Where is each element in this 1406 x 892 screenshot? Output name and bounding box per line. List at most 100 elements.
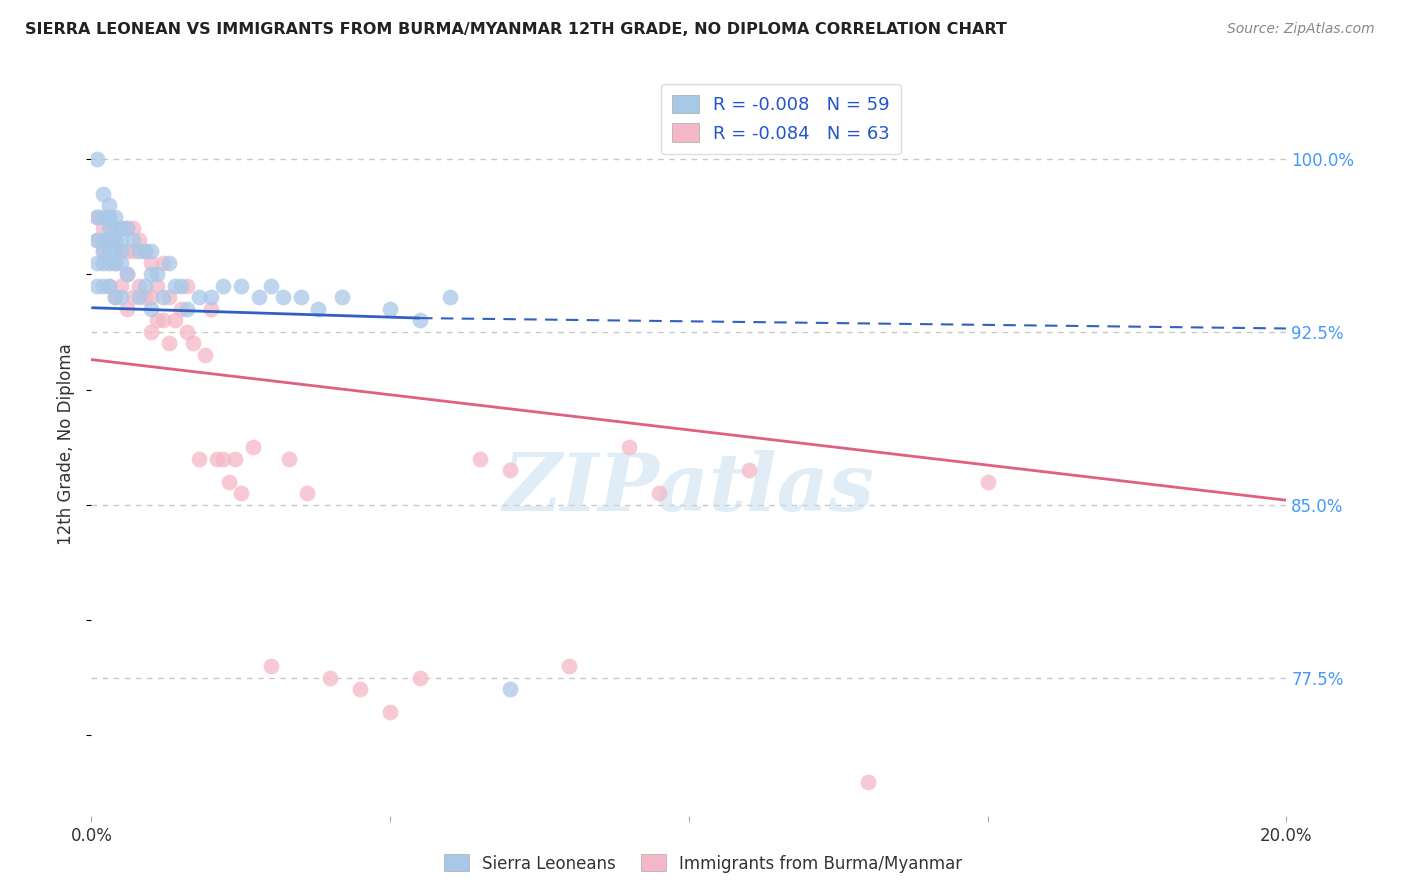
Point (163, 313, 186, 327)
Point (115, 221, 138, 235)
Point (141, 244, 163, 259)
Point (409, 313, 432, 327)
Point (110, 233, 132, 247)
Point (98, 278, 121, 293)
Point (141, 256, 163, 270)
Point (110, 290, 132, 304)
Point (110, 278, 132, 293)
Point (93, 244, 115, 259)
Point (93, 186, 115, 201)
Point (93, 278, 115, 293)
Point (277, 451, 299, 466)
Point (134, 290, 156, 304)
Point (737, 463, 759, 477)
Point (170, 278, 193, 293)
Point (218, 475, 240, 489)
Legend: Sierra Leoneans, Immigrants from Burma/Myanmar: Sierra Leoneans, Immigrants from Burma/M… (437, 847, 969, 880)
Point (499, 463, 522, 477)
Point (157, 336, 180, 351)
Point (128, 290, 150, 304)
Point (93, 221, 115, 235)
Point (134, 244, 156, 259)
Point (648, 486, 671, 500)
Point (858, 774, 880, 789)
Point (98, 233, 121, 247)
Point (104, 290, 127, 304)
Text: Source: ZipAtlas.com: Source: ZipAtlas.com (1227, 22, 1375, 37)
Point (157, 256, 180, 270)
Point (229, 278, 252, 293)
Point (98, 210, 121, 224)
Point (86, 233, 108, 247)
Point (128, 278, 150, 293)
Point (104, 221, 127, 235)
Point (98, 278, 121, 293)
Point (163, 278, 186, 293)
Point (98, 221, 121, 235)
Point (98, 256, 121, 270)
Point (146, 267, 169, 281)
Point (122, 221, 145, 235)
Point (115, 244, 138, 259)
Point (110, 244, 132, 259)
Point (128, 244, 150, 259)
Legend: R = -0.008   N = 59, R = -0.084   N = 63: R = -0.008 N = 59, R = -0.084 N = 63 (661, 84, 901, 153)
Point (319, 671, 342, 685)
Point (146, 278, 169, 293)
Point (93, 233, 115, 247)
Point (141, 290, 163, 304)
Point (205, 451, 228, 466)
Point (110, 221, 132, 235)
Point (295, 486, 318, 500)
Point (259, 659, 281, 673)
Point (271, 290, 294, 304)
Point (104, 244, 127, 259)
Point (176, 301, 198, 316)
Point (307, 301, 329, 316)
Point (619, 440, 641, 454)
Point (176, 278, 198, 293)
Point (259, 278, 281, 293)
Point (104, 256, 127, 270)
Point (98, 244, 121, 259)
Point (290, 290, 312, 304)
Point (211, 451, 233, 466)
Point (93, 244, 115, 259)
Point (558, 659, 581, 673)
Point (170, 301, 193, 316)
Point (332, 290, 354, 304)
Point (115, 267, 138, 281)
Point (122, 244, 145, 259)
Point (104, 256, 127, 270)
Point (181, 336, 204, 351)
Point (152, 256, 174, 270)
Point (122, 290, 145, 304)
Point (104, 233, 127, 247)
Point (104, 233, 127, 247)
Point (200, 301, 222, 316)
Point (115, 221, 138, 235)
Point (224, 451, 246, 466)
Point (380, 706, 402, 720)
Point (188, 290, 211, 304)
Point (98, 198, 121, 212)
Point (141, 301, 163, 316)
Point (194, 348, 217, 362)
Point (86, 210, 108, 224)
Point (247, 290, 270, 304)
Point (98, 210, 121, 224)
Point (188, 451, 211, 466)
Point (104, 290, 127, 304)
Point (146, 313, 169, 327)
Point (409, 671, 432, 685)
Text: ZIPatlas: ZIPatlas (503, 450, 875, 527)
Point (200, 290, 222, 304)
Point (152, 313, 174, 327)
Point (134, 278, 156, 293)
Point (128, 233, 150, 247)
Point (98, 233, 121, 247)
Point (86, 210, 108, 224)
Point (380, 301, 402, 316)
Point (176, 325, 198, 339)
Point (93, 256, 115, 270)
